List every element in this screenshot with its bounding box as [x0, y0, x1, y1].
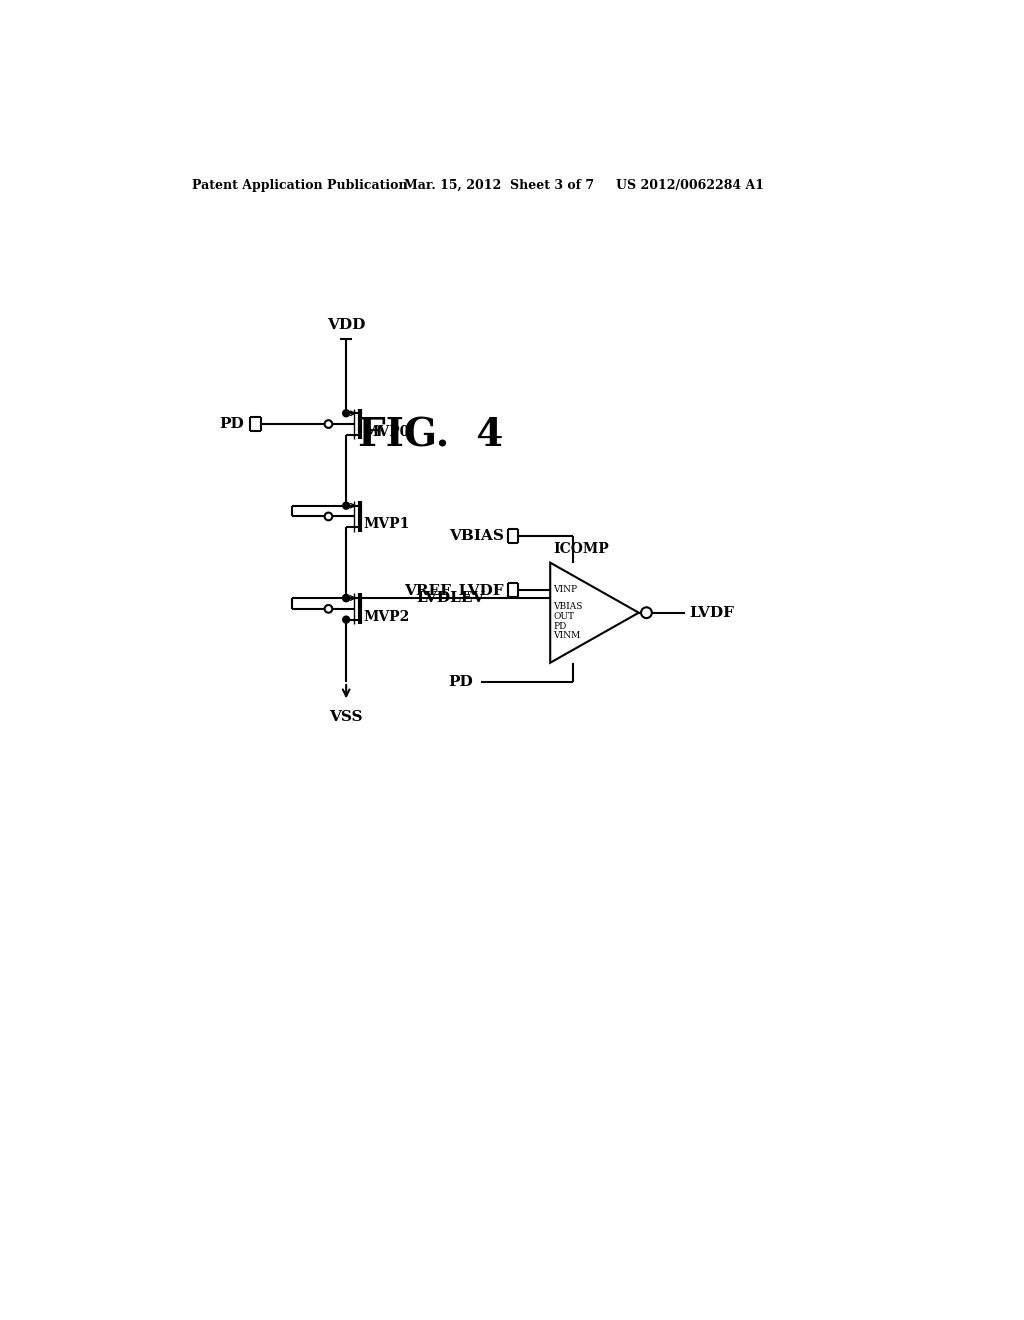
Text: VBIAS: VBIAS — [553, 602, 583, 611]
Circle shape — [343, 594, 349, 602]
Text: PD: PD — [553, 622, 566, 631]
Circle shape — [343, 616, 349, 623]
Text: PD: PD — [449, 675, 473, 689]
Text: MVP0: MVP0 — [364, 425, 410, 438]
Text: Mar. 15, 2012  Sheet 3 of 7: Mar. 15, 2012 Sheet 3 of 7 — [403, 178, 594, 191]
Text: VINM: VINM — [553, 631, 581, 640]
Text: Patent Application Publication: Patent Application Publication — [193, 178, 408, 191]
Text: MVP1: MVP1 — [364, 517, 410, 531]
Text: MVP2: MVP2 — [364, 610, 410, 623]
Circle shape — [343, 502, 349, 510]
Text: PD: PD — [219, 417, 244, 432]
Text: US 2012/0062284 A1: US 2012/0062284 A1 — [615, 178, 764, 191]
Text: OUT: OUT — [553, 612, 574, 620]
Circle shape — [325, 420, 333, 428]
Text: VBIAS: VBIAS — [450, 529, 504, 543]
Circle shape — [325, 512, 333, 520]
Text: VREF_LVDF: VREF_LVDF — [404, 582, 504, 597]
Circle shape — [343, 409, 349, 417]
Circle shape — [325, 605, 333, 612]
Circle shape — [641, 607, 652, 618]
Text: LVDF: LVDF — [689, 606, 734, 619]
Text: ICOMP: ICOMP — [553, 543, 609, 557]
Text: VSS: VSS — [330, 710, 362, 725]
Text: VINP: VINP — [553, 585, 578, 594]
Text: FIG.  4: FIG. 4 — [358, 417, 504, 454]
Text: LVDLEV: LVDLEV — [416, 591, 484, 605]
Text: VDD: VDD — [327, 318, 366, 331]
Circle shape — [343, 594, 349, 602]
